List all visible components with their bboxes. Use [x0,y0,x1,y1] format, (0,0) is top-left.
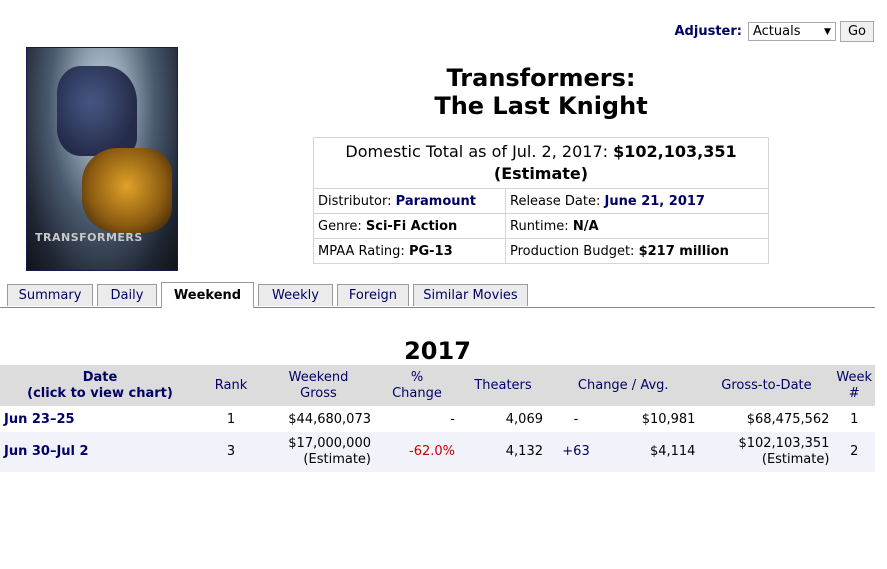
mpaa-value: PG-13 [408,243,453,259]
year-heading: 2017 [404,337,471,365]
adjuster-bar: Adjuster: Actuals ▼ Go [674,21,874,42]
domestic-total-note: (Estimate) [493,164,589,183]
genre-value: Sci-Fi Action [365,218,458,234]
row-date-link[interactable]: Jun 23–25 [4,411,75,427]
movie-title-line1: Transformers: [446,64,636,92]
adjuster-select[interactable]: Actuals ▼ [747,22,836,41]
tab-summary[interactable]: Summary [7,284,93,306]
mpaa-cell: MPAA Rating: PG-13 [313,238,506,264]
distributor-cell: Distributor: Paramount [313,188,506,214]
summary-table: Domestic Total as of Jul. 2, 2017: $102,… [313,137,769,264]
tab-bar: Summary Daily Weekend Weekly Foreign Sim… [0,282,875,308]
row-pct-change: -62.0% [375,432,459,472]
row-avg: $4,114 [605,432,700,472]
header-week: Week # [833,365,875,406]
poster-robot-optimus [57,66,137,156]
header-gross-line2: Gross [300,385,337,401]
row-week: 1 [850,411,859,427]
release-date-label: Release Date: [510,193,601,209]
movie-poster: TRANSFORMERS [26,47,178,271]
domestic-total-cell: Domestic Total as of Jul. 2, 2017: $102,… [313,137,769,189]
release-date-link[interactable]: June 21, 2017 [604,193,705,209]
adjuster-label: Adjuster: [674,24,742,39]
row-gross: $17,000,000 [288,436,371,451]
adjuster-selected-value: Actuals [752,24,801,39]
header-change-line1: % [410,369,424,385]
genre-label: Genre: [318,218,362,234]
row-gross-cell: $17,000,000 (Estimate) [262,432,375,472]
row-rank: 1 [226,411,236,427]
runtime-label: Runtime: [510,218,569,234]
tab-foreign[interactable]: Foreign [337,284,409,306]
tab-daily[interactable]: Daily [97,284,157,306]
header-gross-line1: Weekend [288,369,349,385]
row-avg: $10,981 [641,411,696,427]
table-header-row: Date (click to view chart) Rank Weekend … [0,365,875,406]
header-week-line2: # [848,385,860,401]
table-row: Jun 30–Jul 2 3 $17,000,000 (Estimate) -6… [0,432,875,472]
row-theater-change: +63 [547,432,605,472]
table-row: Jun 23–25 1 $44,680,073 - 4,069 - $10,98… [0,406,875,432]
mpaa-label: MPAA Rating: [318,243,405,259]
release-date-cell: Release Date: June 21, 2017 [505,188,769,214]
runtime-value: N/A [572,218,599,234]
chevron-down-icon: ▼ [824,26,831,37]
header-week-line1: Week [836,369,873,385]
distributor-link[interactable]: Paramount [395,193,476,209]
header-date[interactable]: Date (click to view chart) [0,365,200,406]
budget-cell: Production Budget: $217 million [505,238,769,264]
header-theaters: Theaters [459,365,547,406]
row-theater-change: - [573,411,579,427]
row-theaters: 4,069 [505,411,543,427]
row-gross-to-date: $68,475,562 [746,411,830,427]
domestic-total-value: $102,103,351 [613,142,737,161]
row-pct-change: - [450,411,455,427]
row-gross-to-date: $102,103,351 [738,436,830,451]
row-gross-to-date-cell: $102,103,351 (Estimate) [699,432,834,472]
runtime-cell: Runtime: N/A [505,213,769,239]
tab-similar-movies[interactable]: Similar Movies [413,284,528,306]
movie-title-line2: The Last Knight [434,92,648,120]
poster-logo: TRANSFORMERS [35,231,143,244]
go-button[interactable]: Go [839,21,874,42]
row-gross-to-date-note: (Estimate) [761,452,830,467]
header-gross-to-date: Gross-to-Date [699,365,834,406]
header-date-line2: (click to view chart) [27,385,173,401]
row-week: 2 [833,432,875,472]
header-change-avg: Change / Avg. [547,365,700,406]
row-theaters: 4,132 [459,432,547,472]
budget-label: Production Budget: [510,243,635,259]
header-rank: Rank [200,365,262,406]
movie-title: Transformers: The Last Knight [313,64,769,120]
domestic-total-prefix: Domestic Total as of Jul. 2, 2017: [345,142,609,161]
header-pct-change: % Change [375,365,459,406]
weekend-table: Date (click to view chart) Rank Weekend … [0,365,875,472]
header-change-line2: Change [392,385,442,401]
tab-weekend[interactable]: Weekend [161,282,254,308]
poster-robot-bumblebee [82,148,172,233]
header-weekend-gross: Weekend Gross [262,365,375,406]
budget-value: $217 million [638,243,729,259]
distributor-label: Distributor: [318,193,392,209]
row-gross-note: (Estimate) [303,452,371,467]
tab-weekly[interactable]: Weekly [258,284,333,306]
genre-cell: Genre: Sci-Fi Action [313,213,506,239]
header-date-line1: Date [82,369,118,385]
row-date-link[interactable]: Jun 30–Jul 2 [0,432,200,472]
row-rank: 3 [200,432,262,472]
row-gross: $44,680,073 [288,411,371,427]
